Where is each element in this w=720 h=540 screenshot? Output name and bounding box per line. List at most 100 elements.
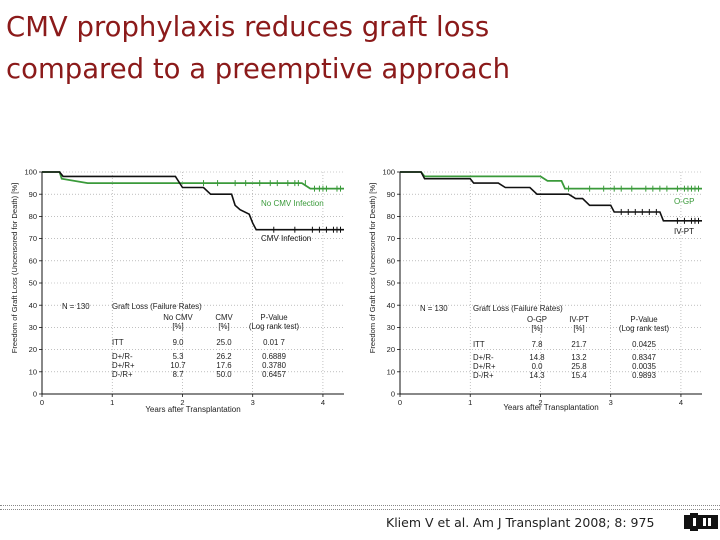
- table-cell: 0.9893: [632, 371, 656, 380]
- y-tick-label: 20: [387, 345, 395, 354]
- table-title: Graft Loss (Failure Rates): [112, 302, 202, 311]
- table-row: D+/R- 5.3 26.2 0.6889: [112, 352, 286, 361]
- x-tick-label: 4: [321, 398, 325, 407]
- table-cell: 15.4: [571, 371, 587, 380]
- table-col-unit-2: [%]: [573, 324, 584, 333]
- km-curve-no-cmv-infection: [42, 171, 344, 190]
- series-label-o-gp: O-GP: [674, 197, 694, 206]
- km-chart-prophylaxis: Freedom of Graft Loss (Uncensored for De…: [368, 168, 702, 412]
- x-tick-label: 0: [398, 398, 402, 407]
- y-tick-label: 90: [387, 190, 395, 199]
- y-tick-label: 0: [391, 390, 395, 399]
- slide-title-line-2: compared to a preemptive approach: [6, 53, 511, 85]
- table-cell: 10.7: [170, 361, 185, 370]
- table-col-unit-1: [%]: [531, 324, 542, 333]
- table-cell: 0.0035: [632, 362, 657, 371]
- x-tick-label: 2: [180, 398, 184, 407]
- y-tick-label: 10: [29, 367, 37, 376]
- table-row-label: D+/R+: [112, 361, 135, 370]
- x-axis-label: Years after Transplantation: [145, 405, 240, 414]
- failure-rate-table: N = 130 Graft Loss (Failure Rates) No CM…: [62, 302, 300, 379]
- table-row-label: ITT: [473, 340, 485, 349]
- table-row-label: D+/R+: [473, 362, 496, 371]
- x-tick-label: 1: [110, 398, 114, 407]
- table-col-unit-3: (Log rank test): [619, 324, 670, 333]
- y-tick-label: 60: [387, 256, 395, 265]
- y-tick-label: 50: [387, 279, 395, 288]
- footer-divider: [0, 505, 720, 510]
- table-cell: 7.8: [532, 340, 543, 349]
- table-col-header-1: O-GP: [527, 315, 547, 324]
- table-row-label: ITT: [112, 338, 124, 347]
- table-cell: 0.0: [532, 362, 544, 371]
- table-n: N = 130: [62, 302, 90, 311]
- y-tick-label: 60: [29, 256, 37, 265]
- y-tick-label: 50: [29, 279, 37, 288]
- table-row-label: D-/R+: [112, 370, 133, 379]
- table-row: ITT 9.0 25.0 0.01 7: [112, 338, 285, 347]
- table-cell: 26.2: [216, 352, 231, 361]
- failure-rate-table: N = 130 Graft Loss (Failure Rates) O-GP …: [420, 304, 670, 380]
- y-tick-label: 30: [387, 323, 395, 332]
- km-chart-cmv-infection: Freedom of Graft Loss (Uncensored for De…: [10, 168, 344, 414]
- table-cell: 0.0425: [632, 340, 657, 349]
- table-cell: 8.7: [173, 370, 184, 379]
- table-col-header-1: No CMV: [163, 313, 193, 322]
- table-col-unit-1: [%]: [172, 322, 183, 331]
- table-row: D+/R+ 0.0 25.8 0.0035: [473, 362, 657, 371]
- series-label-iv-pt: IV-PT: [674, 227, 694, 236]
- x-tick-label: 3: [609, 398, 613, 407]
- table-col-header-3: P-Value: [260, 313, 287, 322]
- table-cell: 21.7: [571, 340, 586, 349]
- y-axis-label: Freedom of Graft Loss (Uncensored for De…: [10, 183, 19, 354]
- y-tick-label: 70: [387, 234, 395, 243]
- table-row-label: D-/R+: [473, 371, 494, 380]
- y-tick-label: 0: [33, 390, 37, 399]
- slide-title: CMV prophylaxis reduces graft loss compa…: [6, 6, 706, 90]
- citation: Kliem V et al. Am J Transplant 2008; 8: …: [386, 515, 655, 530]
- y-tick-label: 40: [29, 301, 37, 310]
- y-tick-label: 10: [387, 367, 395, 376]
- table-row: D+/R- 14.8 13.2 0.8347: [473, 353, 656, 362]
- table-cell: 14.3: [529, 371, 544, 380]
- x-tick-label: 1: [468, 398, 472, 407]
- y-axis-label: Freedom of Graft Loss (Uncensored for De…: [368, 183, 377, 354]
- table-title: Graft Loss (Failure Rates): [473, 304, 563, 313]
- institution-logo: [684, 513, 718, 531]
- table-cell: 25.0: [216, 338, 232, 347]
- y-tick-label: 30: [29, 323, 37, 332]
- x-axis-label: Years after Transplantation: [503, 403, 598, 412]
- table-cell: 25.8: [571, 362, 586, 371]
- table-row-label: D+/R-: [112, 352, 133, 361]
- table-row: D+/R+ 10.7 17.6 0.3780: [112, 361, 287, 370]
- y-tick-label: 80: [387, 212, 395, 221]
- table-cell: 0.6457: [262, 370, 286, 379]
- table-cell: 50.0: [216, 370, 232, 379]
- table-row: D-/R+ 14.3 15.4 0.9893: [473, 371, 656, 380]
- y-tick-label: 100: [382, 168, 395, 177]
- table-row-label: D+/R-: [473, 353, 494, 362]
- table-n: N = 130: [420, 304, 448, 313]
- x-tick-label: 2: [538, 398, 542, 407]
- y-tick-label: 80: [29, 212, 37, 221]
- table-row: ITT 7.8 21.7 0.0425: [473, 340, 657, 349]
- table-cell: 0.8347: [632, 353, 656, 362]
- table-col-unit-2: [%]: [218, 322, 229, 331]
- y-tick-label: 90: [29, 190, 37, 199]
- table-col-header-2: IV-PT: [569, 315, 589, 324]
- x-tick-label: 4: [679, 398, 683, 407]
- km-curve-cmv-infection: [42, 171, 344, 231]
- y-tick-label: 20: [29, 345, 37, 354]
- table-cell: 0.01 7: [263, 338, 285, 347]
- slide-title-line-1: CMV prophylaxis reduces graft loss: [6, 11, 490, 43]
- y-tick-label: 40: [387, 301, 395, 310]
- series-label-no-cmv-infection: No CMV Infection: [261, 199, 324, 208]
- table-cell: 0.6889: [262, 352, 286, 361]
- table-row: D-/R+ 8.7 50.0 0.6457: [112, 370, 286, 379]
- table-cell: 17.6: [216, 361, 231, 370]
- km-curve-o-gp: [400, 171, 702, 190]
- table-cell: 9.0: [173, 338, 185, 347]
- table-col-header-2: CMV: [215, 313, 233, 322]
- table-cell: 14.8: [529, 353, 544, 362]
- table-cell: 0.3780: [262, 361, 287, 370]
